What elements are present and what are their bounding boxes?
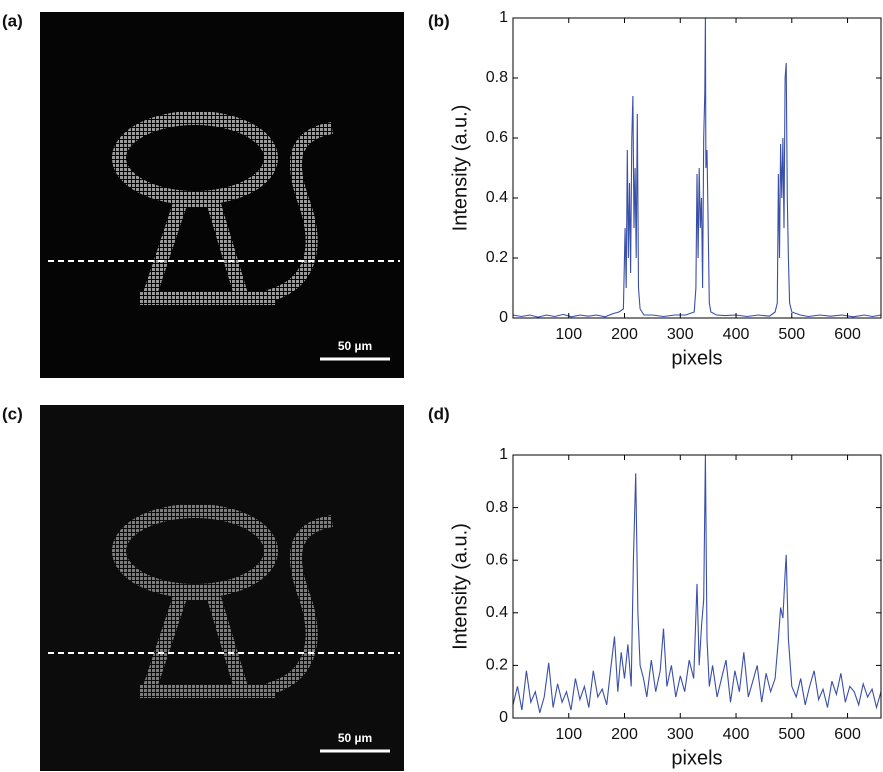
x-tick-label: 200 — [611, 726, 638, 743]
y-tick-label: 0.2 — [486, 249, 508, 266]
image-a: 50 µm (a) — [2, 11, 404, 378]
y-tick-label: 1 — [499, 446, 508, 463]
y-tick-label: 0.6 — [486, 129, 508, 146]
x-axis-label: pixels — [671, 347, 722, 369]
y-tick-label: 0.6 — [486, 551, 508, 568]
data-line — [512, 17, 882, 318]
y-tick-label: 0 — [499, 309, 508, 326]
panel-label: (d) — [428, 404, 450, 423]
y-tick-label: 1 — [499, 9, 508, 26]
y-tick-label: 0.2 — [486, 657, 508, 674]
x-tick-label: 600 — [834, 326, 861, 343]
data-line — [512, 454, 882, 713]
plot-frame — [512, 17, 882, 319]
y-tick-label: 0.8 — [486, 499, 508, 516]
y-tick-label: 0 — [499, 709, 508, 726]
scale-bar-label: 50 µm — [338, 339, 372, 353]
x-tick-label: 400 — [723, 726, 750, 743]
x-tick-label: 600 — [834, 726, 861, 743]
x-tick-label: 300 — [667, 326, 694, 343]
panel-label: (a) — [2, 11, 23, 30]
x-tick-label: 300 — [667, 726, 694, 743]
x-tick-label: 100 — [555, 726, 582, 743]
scale-bar-label: 50 µm — [338, 731, 372, 745]
plot-frame — [512, 454, 882, 719]
y-tick-label: 0.8 — [486, 69, 508, 86]
x-axis-label: pixels — [671, 747, 722, 769]
y-axis-label: Intensity (a.u.) — [449, 523, 471, 650]
panel-label: (b) — [428, 11, 450, 30]
y-tick-label: 0.4 — [486, 604, 508, 621]
image-c: 50 µm (c) — [2, 404, 404, 771]
x-tick-label: 200 — [611, 326, 638, 343]
x-tick-label: 500 — [778, 726, 805, 743]
y-axis-label: Intensity (a.u.) — [449, 105, 471, 232]
y-tick-label: 0.4 — [486, 189, 508, 206]
x-tick-label: 400 — [723, 326, 750, 343]
x-tick-label: 100 — [555, 326, 582, 343]
panel-label: (c) — [2, 404, 23, 423]
x-tick-label: 500 — [778, 326, 805, 343]
